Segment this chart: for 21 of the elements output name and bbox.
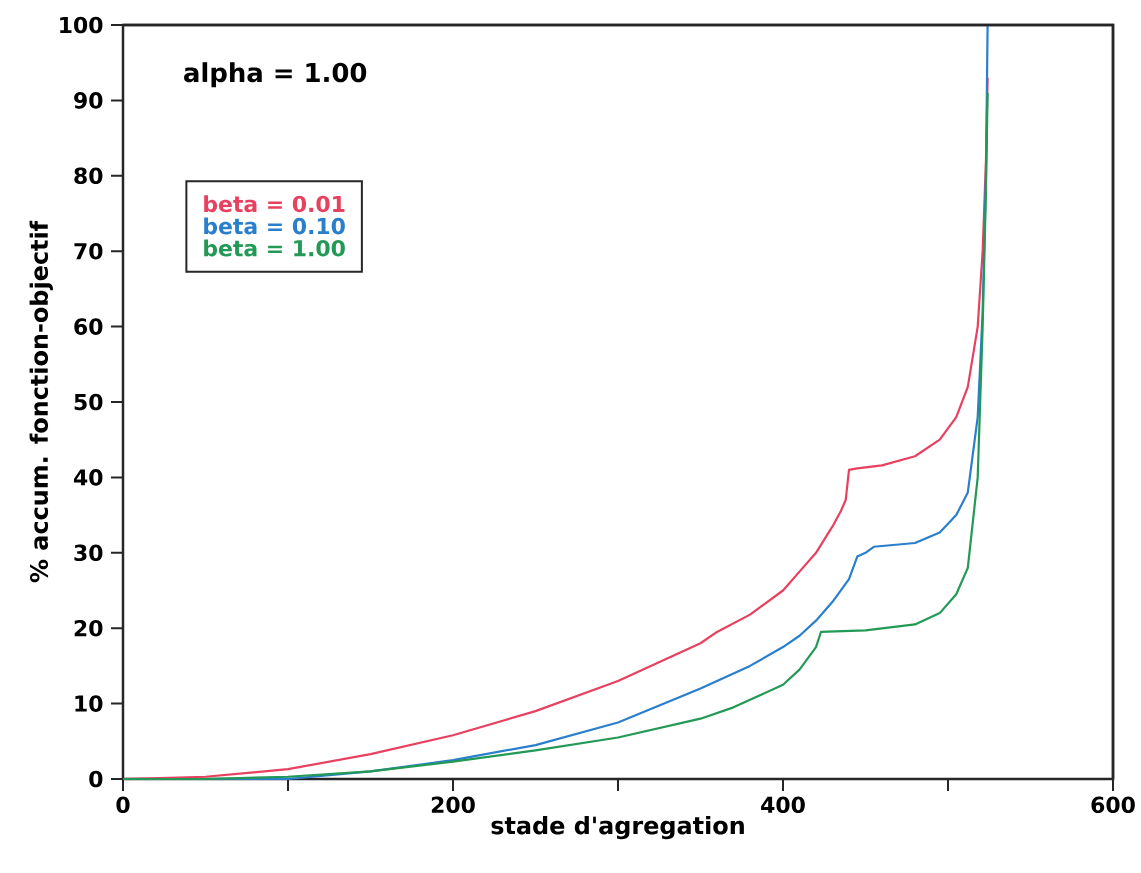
y-tick-label: 0 — [89, 770, 103, 788]
x-axis-title: stade d'agregation — [491, 815, 744, 840]
y-tick-label: 60 — [74, 318, 103, 335]
y-tick-label: 100 — [60, 16, 103, 34]
text: beta = 0.01 — [204, 195, 345, 213]
y-tick-label: 90 — [74, 92, 103, 109]
y-axis-title: % accum. fonction-objectif — [29, 220, 53, 583]
text: beta = 1.00 — [204, 239, 345, 257]
y-tick-label: 20 — [74, 619, 103, 637]
y-tick-label: 10 — [75, 695, 103, 712]
y-tick-label: 70 — [74, 242, 103, 260]
x-tick-label: 0 — [116, 796, 130, 814]
x-tick-label: 200 — [431, 796, 475, 814]
x-tick-label: 400 — [761, 796, 805, 814]
text: beta = 0.10 — [204, 217, 345, 235]
annotation: alpha = 1.00 — [184, 62, 367, 88]
y-tick-label: 80 — [74, 167, 103, 185]
y-tick-label: 40 — [73, 469, 103, 486]
y-tick-label: 50 — [74, 393, 103, 411]
y-tick-label: 30 — [74, 544, 103, 562]
x-tick-label: 600 — [1091, 796, 1135, 814]
